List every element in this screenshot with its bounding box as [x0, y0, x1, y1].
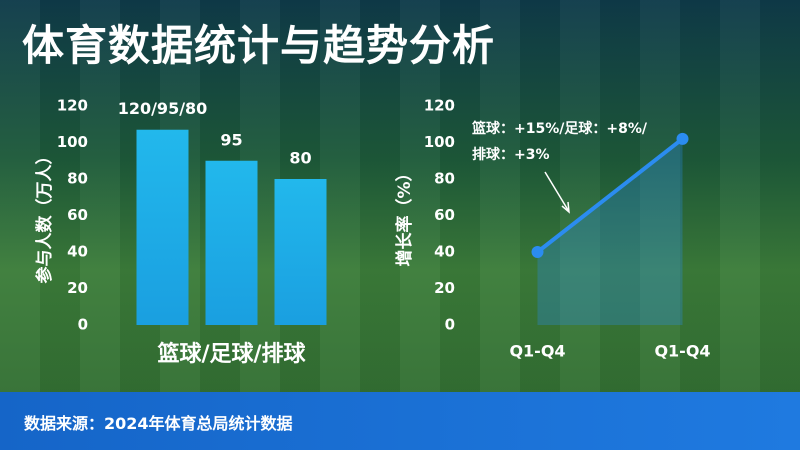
- y-tick-label: 80: [434, 170, 455, 188]
- bar: [205, 160, 258, 325]
- point: [676, 132, 689, 145]
- x-tick-label: Q1-Q4: [654, 342, 710, 361]
- y-tick-label: 40: [67, 243, 88, 261]
- annotation-arrow: [544, 171, 569, 211]
- y-tick-label: 0: [78, 316, 88, 334]
- bar-annotation: 95: [220, 130, 242, 149]
- area: [537, 138, 683, 325]
- slide-title: 体育数据统计与趋势分析: [22, 21, 496, 70]
- y-tick-label: 60: [434, 206, 455, 224]
- x-axis-label: 篮球/足球/排球: [156, 341, 306, 367]
- y-tick-label: 20: [67, 279, 88, 297]
- bar-annotation: 120/95/80: [118, 99, 208, 118]
- footer-bar: 数据来源：2024年体育总局统计数据: [0, 392, 800, 450]
- bar: [274, 179, 327, 325]
- y-tick-label: 60: [67, 206, 88, 224]
- arrow-head: [561, 201, 570, 214]
- y-tick-label: 80: [67, 170, 88, 188]
- y-tick-label: 40: [434, 243, 455, 261]
- y-tick-label: 20: [434, 279, 455, 297]
- point: [531, 246, 544, 258]
- y-tick-label: 120: [424, 97, 455, 115]
- bar-annotation: 80: [289, 149, 311, 168]
- source-note: 数据来源：2024年体育总局统计数据: [24, 414, 293, 433]
- y-tick-label: 0: [445, 316, 455, 334]
- line: [536, 137, 684, 254]
- y-axis-label: 参与人数（万人）: [34, 148, 55, 284]
- y-axis-label: 增长率（%）: [394, 164, 415, 266]
- bar: [136, 129, 189, 325]
- y-tick-label: 120: [57, 97, 88, 115]
- annotation: 篮球：+15%/足球：+8%/排球：+3%: [472, 121, 647, 163]
- y-tick-label: 100: [57, 133, 88, 151]
- x-tick-label: Q1-Q4: [509, 342, 565, 361]
- y-tick-label: 100: [424, 133, 455, 151]
